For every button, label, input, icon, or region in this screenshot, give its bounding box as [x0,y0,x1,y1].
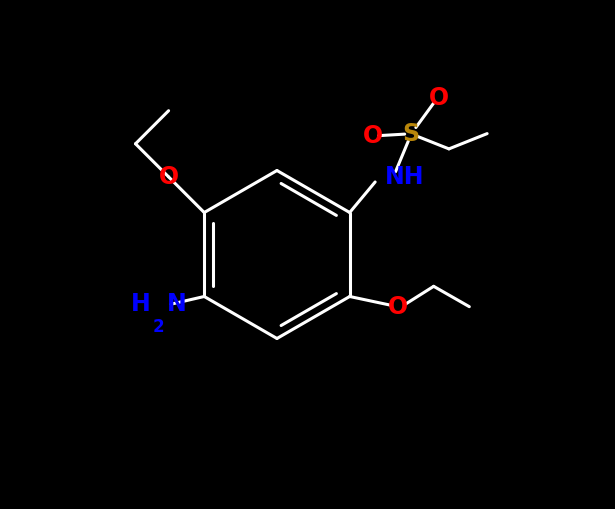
Text: S: S [402,122,419,146]
Text: H: H [131,292,151,316]
Text: O: O [429,86,449,110]
Text: 2: 2 [153,318,164,336]
Text: NH: NH [386,165,425,189]
Text: O: O [388,295,408,319]
Text: O: O [159,165,179,189]
Text: N: N [167,292,187,316]
Text: O: O [362,124,383,148]
